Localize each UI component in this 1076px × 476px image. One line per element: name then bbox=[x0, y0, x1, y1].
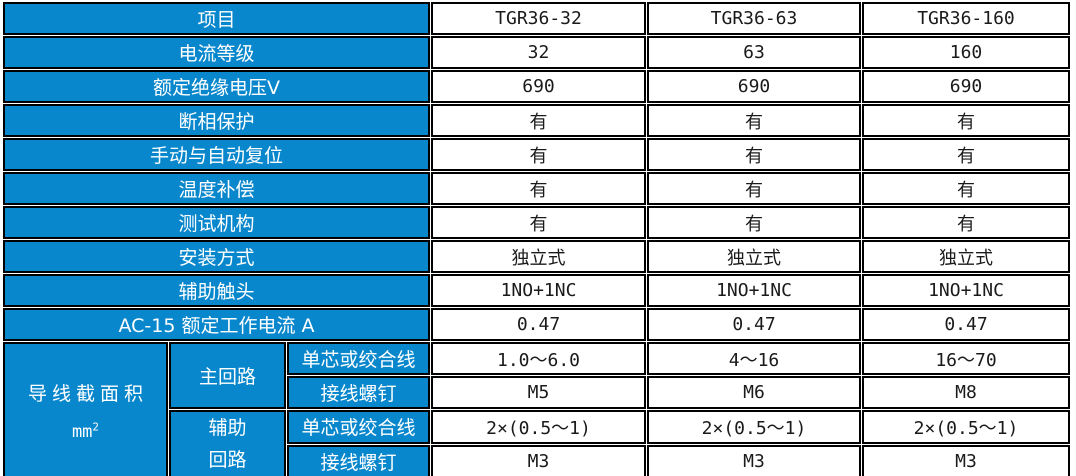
row-label: 接线螺钉 bbox=[287, 444, 430, 476]
table-row-reset: 手动与自动复位 有 有 有 bbox=[3, 138, 1070, 171]
model-header: TGR36-32 bbox=[431, 2, 646, 35]
table-row-temp-compensation: 温度补偿 有 有 有 bbox=[3, 172, 1070, 205]
cell-value: M3 bbox=[862, 444, 1070, 476]
cell-value: 1NO+1NC bbox=[647, 274, 861, 307]
cell-value: 独立式 bbox=[862, 240, 1070, 273]
table-row-insulation-voltage: 额定绝缘电压V 690 690 690 bbox=[3, 70, 1070, 103]
cell-value: 有 bbox=[862, 172, 1070, 205]
cell-value: 32 bbox=[431, 36, 646, 69]
cell-value: 1.0～6.0 bbox=[431, 342, 646, 375]
cell-value: 有 bbox=[431, 104, 646, 137]
cell-value: 2×(0.5～1) bbox=[647, 410, 861, 444]
row-label: AC-15 额定工作电流 A bbox=[3, 308, 430, 341]
cell-value: M3 bbox=[647, 444, 861, 476]
cell-value: 有 bbox=[431, 206, 646, 239]
table-row-main-screw: 接线螺钉 M5 M6 M8 bbox=[3, 376, 1070, 409]
cell-value: 4～16 bbox=[647, 342, 861, 375]
cell-value: 有 bbox=[431, 172, 646, 205]
table-row-test-mechanism: 测试机构 有 有 有 bbox=[3, 206, 1070, 239]
cell-value: 0.47 bbox=[647, 308, 861, 341]
row-label: 辅助触头 bbox=[3, 274, 430, 307]
row-label: 额定绝缘电压V bbox=[3, 70, 430, 103]
cell-value: 160 bbox=[862, 36, 1070, 69]
header-row: 项目 TGR36-32 TGR36-63 TGR36-160 bbox=[3, 2, 1070, 35]
row-label: 单芯或绞合线 bbox=[287, 342, 430, 375]
table-row-mounting: 安装方式 独立式 独立式 独立式 bbox=[3, 240, 1070, 273]
cell-value: M6 bbox=[647, 376, 861, 409]
cell-value: 有 bbox=[862, 104, 1070, 137]
cell-value: 有 bbox=[862, 206, 1070, 239]
wire-group-label: 导线截面积 mm2 bbox=[3, 342, 168, 476]
row-label: 断相保护 bbox=[3, 104, 430, 137]
aux-circuit-label: 辅助 回路 bbox=[169, 410, 286, 476]
table-row-main-wire: 导线截面积 mm2 主回路 单芯或绞合线 1.0～6.0 4～16 16～70 bbox=[3, 342, 1070, 476]
model-header: TGR36-160 bbox=[862, 2, 1070, 35]
cell-value: 有 bbox=[647, 172, 861, 205]
table-row-aux-contacts: 辅助触头 1NO+1NC 1NO+1NC 1NO+1NC bbox=[3, 274, 1070, 307]
cell-value: M8 bbox=[862, 376, 1070, 409]
cell-value: 690 bbox=[647, 70, 861, 103]
row-label: 手动与自动复位 bbox=[3, 138, 430, 171]
cell-value: 有 bbox=[862, 138, 1070, 171]
cell-value: 有 bbox=[431, 138, 646, 171]
cell-value: M3 bbox=[431, 444, 646, 476]
row-label: 接线螺钉 bbox=[287, 376, 430, 409]
cell-value: 63 bbox=[647, 36, 861, 69]
table-row-ac15-current: AC-15 额定工作电流 A 0.47 0.47 0.47 bbox=[3, 308, 1070, 341]
cell-value: 0.47 bbox=[431, 308, 646, 341]
corner-label: 项目 bbox=[3, 2, 430, 35]
cell-value: 1NO+1NC bbox=[431, 274, 646, 307]
cell-value: 2×(0.5～1) bbox=[862, 410, 1070, 444]
cell-value: 独立式 bbox=[647, 240, 861, 273]
cell-value: 690 bbox=[862, 70, 1070, 103]
table-row-current-class: 电流等级 32 63 160 bbox=[3, 36, 1070, 69]
cell-value: 0.47 bbox=[862, 308, 1070, 341]
cell-value: 有 bbox=[647, 206, 861, 239]
cell-value: 2×(0.5～1) bbox=[431, 410, 646, 444]
main-circuit-label: 主回路 bbox=[169, 342, 286, 409]
table-row-phase-failure: 断相保护 有 有 有 bbox=[3, 104, 1070, 137]
cell-value: 1NO+1NC bbox=[862, 274, 1070, 307]
cell-value: 有 bbox=[647, 104, 861, 137]
row-label: 温度补偿 bbox=[3, 172, 430, 205]
row-label: 测试机构 bbox=[3, 206, 430, 239]
row-label: 电流等级 bbox=[3, 36, 430, 69]
table-row-aux-screw: 接线螺钉 M3 M3 M3 bbox=[3, 444, 1070, 476]
cell-value: M5 bbox=[431, 376, 646, 409]
table-row-aux-wire: 辅助 回路 单芯或绞合线 2×(0.5～1) 2×(0.5～1) 2×(0.5～… bbox=[3, 410, 1070, 476]
cell-value: 16～70 bbox=[862, 342, 1070, 375]
cell-value: 独立式 bbox=[431, 240, 646, 273]
model-header: TGR36-63 bbox=[647, 2, 861, 35]
wire-group-unit: mm2 bbox=[71, 419, 100, 442]
cell-value: 690 bbox=[431, 70, 646, 103]
wire-group-title: 导线截面积 bbox=[27, 382, 148, 405]
row-label: 安装方式 bbox=[3, 240, 430, 273]
cell-value: 有 bbox=[647, 138, 861, 171]
row-label: 单芯或绞合线 bbox=[287, 410, 430, 444]
